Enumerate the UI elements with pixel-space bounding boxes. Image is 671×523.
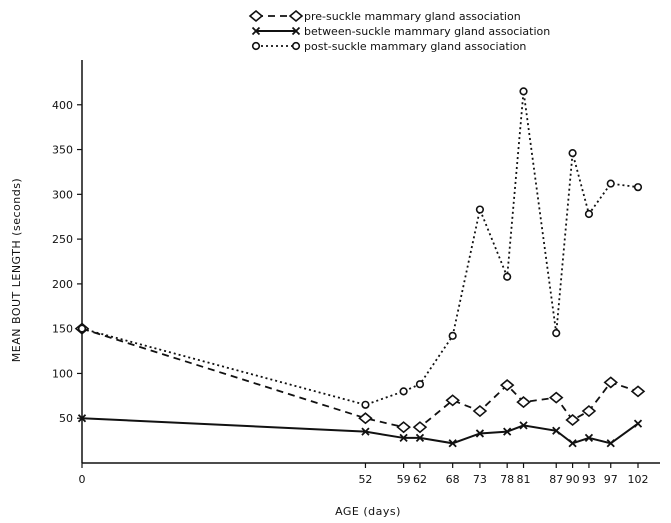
legend-item-diamond: pre-suckle mammary gland association bbox=[248, 9, 521, 23]
data-point-circle bbox=[606, 179, 615, 188]
legend-marker bbox=[251, 26, 261, 36]
legend-label: pre-suckle mammary gland association bbox=[304, 10, 521, 23]
y-tick-label: 400 bbox=[52, 99, 73, 112]
data-point-cross bbox=[475, 429, 485, 438]
data-point-cross bbox=[448, 439, 457, 448]
data-point-circle bbox=[584, 209, 594, 219]
data-point-circle bbox=[415, 380, 425, 389]
data-point-circle bbox=[568, 149, 577, 158]
x-tick-label: 81 bbox=[517, 473, 531, 486]
data-point-circle bbox=[633, 183, 643, 192]
y-tick-label: 300 bbox=[52, 188, 73, 201]
series-line-cross bbox=[81, 417, 639, 445]
data-point-cross bbox=[503, 427, 512, 436]
data-point-diamond bbox=[603, 376, 618, 389]
axes: 50 100 150 200 250 300 350 400 0 52 59 62 68 73 78 81 87… bbox=[52, 60, 660, 486]
x-tick-label: 0 bbox=[79, 473, 86, 486]
data-point-cross bbox=[415, 433, 425, 443]
data-point-cross bbox=[568, 439, 577, 448]
data-point-diamond bbox=[565, 413, 580, 427]
data-point-circle bbox=[503, 272, 512, 281]
data-point-cross bbox=[584, 433, 594, 443]
legend-label: post-suckle mammary gland association bbox=[304, 40, 526, 53]
legend-marker bbox=[251, 41, 261, 51]
data-point-diamond bbox=[499, 379, 515, 392]
y-tick-label: 250 bbox=[52, 233, 73, 246]
series-line-diamond bbox=[81, 327, 639, 429]
data-point-cross bbox=[519, 421, 528, 430]
x-tick-label: 93 bbox=[582, 473, 596, 486]
y-tick-label: 100 bbox=[52, 367, 73, 380]
data-point-circle bbox=[399, 387, 408, 396]
data-point-diamond bbox=[630, 385, 646, 398]
data-point-cross bbox=[552, 426, 561, 435]
series-cross bbox=[77, 414, 643, 448]
data-point-circle bbox=[361, 400, 370, 409]
legend-label: between-suckle mammary gland association bbox=[304, 25, 550, 38]
x-tick-label: 68 bbox=[446, 473, 460, 486]
x-tick-label: 59 bbox=[397, 473, 411, 486]
y-axis-title: MEAN BOUT LENGTH (seconds) bbox=[10, 178, 23, 362]
legend: pre-suckle mammary gland association betw… bbox=[248, 9, 550, 53]
y-tick-label: 150 bbox=[52, 323, 73, 336]
legend-item-cross: between-suckle mammary gland association bbox=[251, 25, 550, 38]
data-point-circle bbox=[519, 87, 528, 96]
x-axis-title: AGE (days) bbox=[335, 505, 401, 518]
y-tick-label: 200 bbox=[52, 278, 73, 291]
data-point-diamond bbox=[358, 412, 373, 425]
data-point-diamond bbox=[516, 396, 531, 409]
data-point-diamond bbox=[396, 421, 411, 434]
series-layer bbox=[74, 87, 646, 448]
x-tick-label: 90 bbox=[566, 473, 580, 486]
legend-marker bbox=[248, 9, 264, 23]
data-point-diamond bbox=[445, 394, 460, 407]
legend-marker bbox=[291, 26, 301, 36]
data-point-circle bbox=[448, 331, 457, 340]
legend-item-circle: post-suckle mammary gland association bbox=[251, 40, 526, 53]
x-tick-label: 73 bbox=[473, 473, 487, 486]
data-point-diamond bbox=[412, 421, 428, 434]
x-tick-label: 102 bbox=[628, 473, 649, 486]
x-tick-label: 78 bbox=[500, 473, 514, 486]
x-tick-label: 62 bbox=[413, 473, 427, 486]
data-point-cross bbox=[77, 414, 87, 423]
data-point-cross bbox=[633, 419, 643, 428]
y-tick-label: 350 bbox=[52, 144, 73, 157]
data-point-cross bbox=[399, 433, 408, 443]
series-line-circle bbox=[81, 91, 639, 406]
series-diamond bbox=[74, 322, 646, 434]
data-point-diamond bbox=[548, 391, 564, 404]
legend-marker bbox=[288, 9, 304, 23]
data-point-circle bbox=[552, 329, 561, 338]
x-tick-label: 97 bbox=[604, 473, 618, 486]
x-tick-label: 52 bbox=[358, 473, 372, 486]
legend-marker bbox=[291, 41, 301, 51]
series-circle bbox=[77, 87, 643, 409]
x-tick-label: 87 bbox=[549, 473, 563, 486]
data-point-diamond bbox=[472, 405, 488, 418]
data-point-circle bbox=[475, 205, 485, 214]
data-point-circle bbox=[77, 324, 87, 333]
data-point-cross bbox=[361, 427, 370, 436]
y-tick-label: 50 bbox=[59, 412, 73, 425]
data-point-cross bbox=[606, 439, 615, 448]
data-point-diamond bbox=[581, 405, 597, 418]
